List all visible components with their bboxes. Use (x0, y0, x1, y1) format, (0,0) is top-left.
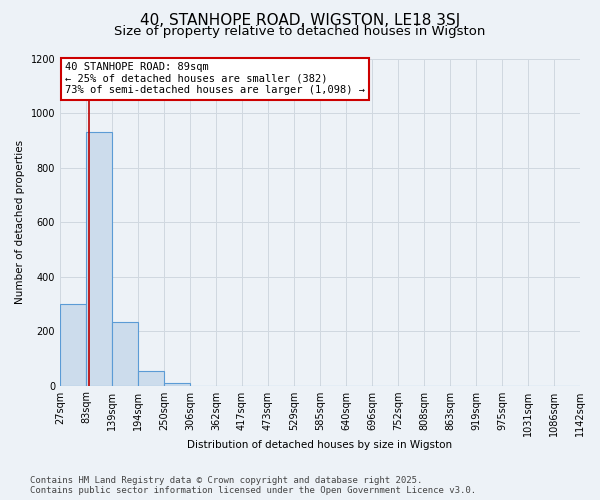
Text: Contains HM Land Registry data © Crown copyright and database right 2025.
Contai: Contains HM Land Registry data © Crown c… (30, 476, 476, 495)
Bar (60, 304, 86, 386)
Text: 40, STANHOPE ROAD, WIGSTON, LE18 3SJ: 40, STANHOPE ROAD, WIGSTON, LE18 3SJ (140, 12, 460, 28)
Bar (138, 370, 164, 386)
Bar (112, 322, 138, 386)
Bar (164, 383, 190, 386)
Text: Size of property relative to detached houses in Wigston: Size of property relative to detached ho… (115, 25, 485, 38)
X-axis label: Distribution of detached houses by size in Wigston: Distribution of detached houses by size … (187, 440, 452, 450)
Bar (86, 132, 112, 386)
Y-axis label: Number of detached properties: Number of detached properties (15, 140, 25, 304)
Text: 40 STANHOPE ROAD: 89sqm
← 25% of detached houses are smaller (382)
73% of semi-d: 40 STANHOPE ROAD: 89sqm ← 25% of detache… (65, 62, 365, 96)
